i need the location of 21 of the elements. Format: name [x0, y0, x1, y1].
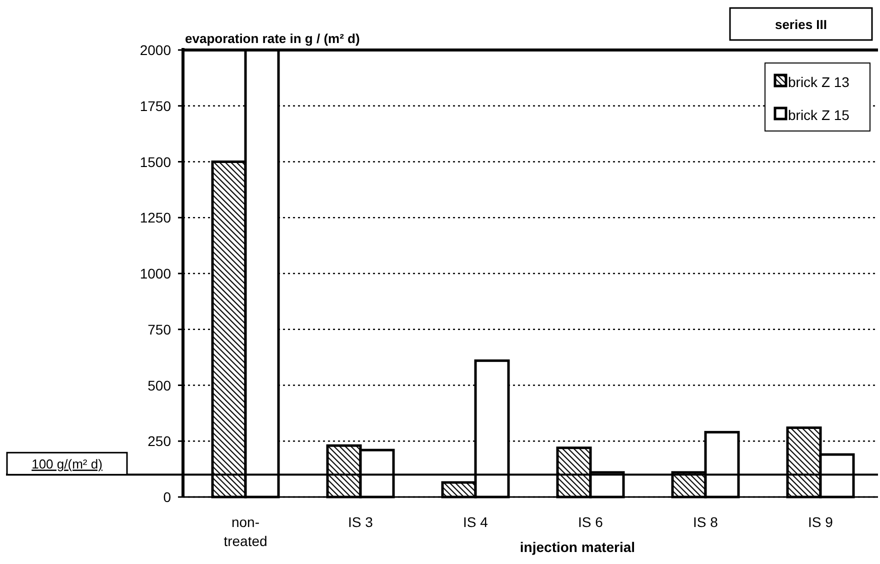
x-tick-label: non- treated [224, 514, 268, 549]
x-tick-label: IS 9 [808, 514, 834, 530]
x-tick-label: IS 8 [693, 514, 718, 530]
x-axis-title: injection material [520, 539, 636, 555]
y-tick-label: 1500 [140, 154, 172, 170]
y-tick-label: 1000 [140, 266, 172, 282]
x-tick-label: IS 4 [463, 514, 488, 530]
y-axis-title: evaporation rate in g / (m² d) [185, 31, 360, 46]
ref-line-label: 100 g/(m² d) [32, 456, 102, 472]
y-tick-label: 0 [163, 489, 172, 505]
text: series III [774, 17, 828, 32]
y-tick-label: 750 [148, 321, 172, 338]
x-tick-label: IS 6 [578, 514, 604, 530]
legend-label: brick Z 15 [788, 107, 850, 123]
legend-label: brick Z 13 [788, 74, 850, 90]
x-tick-label: IS 3 [348, 514, 374, 530]
y-tick-label: 2000 [140, 42, 172, 58]
y-tick-label: 250 [148, 433, 172, 450]
y-tick-label: 1750 [140, 98, 172, 114]
y-tick-label: 500 [148, 377, 172, 394]
y-tick-label: 1250 [140, 210, 172, 226]
